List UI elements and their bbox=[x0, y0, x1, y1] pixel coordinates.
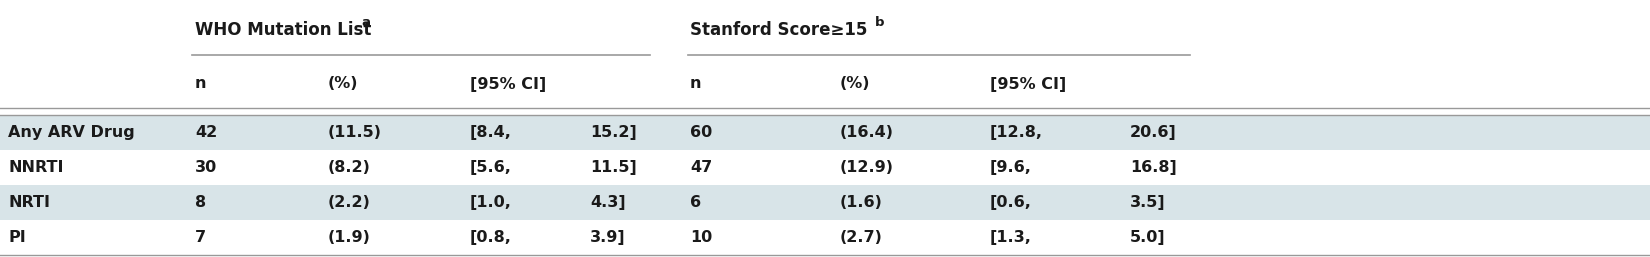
Text: (2.7): (2.7) bbox=[840, 230, 883, 245]
Text: [1.3,: [1.3, bbox=[990, 230, 1031, 245]
Text: NNRTI: NNRTI bbox=[8, 160, 63, 175]
Text: a: a bbox=[361, 16, 370, 30]
Text: [5.6,: [5.6, bbox=[470, 160, 512, 175]
Text: [0.6,: [0.6, bbox=[990, 195, 1031, 210]
Text: [1.0,: [1.0, bbox=[470, 195, 512, 210]
Text: [0.8,: [0.8, bbox=[470, 230, 512, 245]
Text: 15.2]: 15.2] bbox=[591, 125, 637, 140]
Text: PI: PI bbox=[8, 230, 26, 245]
Text: [95% CI]: [95% CI] bbox=[470, 77, 546, 91]
Text: [12.8,: [12.8, bbox=[990, 125, 1043, 140]
Text: (11.5): (11.5) bbox=[328, 125, 383, 140]
Text: 42: 42 bbox=[195, 125, 218, 140]
Text: (12.9): (12.9) bbox=[840, 160, 894, 175]
Text: 3.5]: 3.5] bbox=[1130, 195, 1165, 210]
Text: 60: 60 bbox=[690, 125, 713, 140]
Text: 11.5]: 11.5] bbox=[591, 160, 637, 175]
Text: WHO Mutation List: WHO Mutation List bbox=[195, 21, 378, 39]
Text: 16.8]: 16.8] bbox=[1130, 160, 1176, 175]
Text: [95% CI]: [95% CI] bbox=[990, 77, 1066, 91]
Text: 8: 8 bbox=[195, 195, 206, 210]
Text: NRTI: NRTI bbox=[8, 195, 50, 210]
Bar bbox=[0, 150, 1650, 185]
Text: 47: 47 bbox=[690, 160, 713, 175]
Text: 10: 10 bbox=[690, 230, 713, 245]
Text: Any ARV Drug: Any ARV Drug bbox=[8, 125, 135, 140]
Text: [8.4,: [8.4, bbox=[470, 125, 512, 140]
Text: 6: 6 bbox=[690, 195, 701, 210]
Text: Stanford Score≥15: Stanford Score≥15 bbox=[690, 21, 873, 39]
Text: n: n bbox=[690, 77, 701, 91]
Text: (1.9): (1.9) bbox=[328, 230, 371, 245]
Bar bbox=[0, 115, 1650, 150]
Text: 4.3]: 4.3] bbox=[591, 195, 625, 210]
Text: 5.0]: 5.0] bbox=[1130, 230, 1165, 245]
Text: (%): (%) bbox=[840, 77, 871, 91]
Text: (1.6): (1.6) bbox=[840, 195, 883, 210]
Text: [9.6,: [9.6, bbox=[990, 160, 1031, 175]
Text: 30: 30 bbox=[195, 160, 218, 175]
Bar bbox=[0, 220, 1650, 255]
Text: (%): (%) bbox=[328, 77, 358, 91]
Text: (16.4): (16.4) bbox=[840, 125, 894, 140]
Text: n: n bbox=[195, 77, 206, 91]
Text: b: b bbox=[874, 16, 884, 30]
Text: 20.6]: 20.6] bbox=[1130, 125, 1176, 140]
Text: 3.9]: 3.9] bbox=[591, 230, 625, 245]
Bar bbox=[0, 185, 1650, 220]
Text: (2.2): (2.2) bbox=[328, 195, 371, 210]
Text: (8.2): (8.2) bbox=[328, 160, 371, 175]
Text: 7: 7 bbox=[195, 230, 206, 245]
